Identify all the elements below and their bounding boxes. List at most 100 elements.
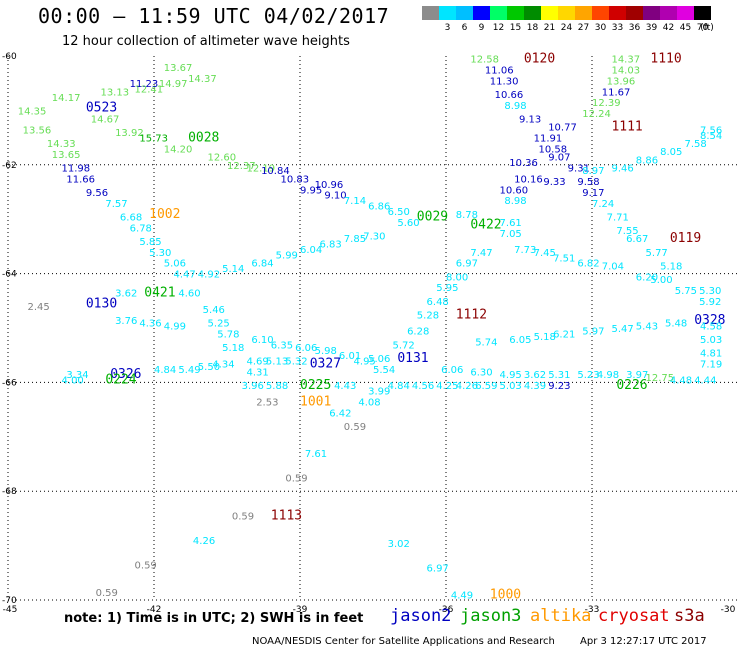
pass-time-label: 1112 <box>456 307 487 322</box>
wave-height-value: 7.30 <box>363 232 385 243</box>
wave-height-value: 5.25 <box>208 319 230 330</box>
pass-time-label: 0120 <box>524 52 555 67</box>
wave-height-value: 3.96 <box>242 381 264 392</box>
scale-swatch <box>422 6 439 20</box>
scale-tick-label: 3 <box>444 23 451 33</box>
scale-tick-label: 45 <box>679 23 692 33</box>
wave-height-value: 7.58 <box>684 139 706 150</box>
wave-height-value: 7.51 <box>553 253 575 264</box>
wave-height-value: 4.36 <box>139 319 161 330</box>
scale-swatch <box>473 6 490 20</box>
wave-height-value: 4.95 <box>500 370 522 381</box>
wave-height-value: 3.62 <box>115 289 137 300</box>
pass-time-label: 1113 <box>271 509 302 524</box>
wave-height-value: 5.30 <box>149 248 171 259</box>
wave-height-value: 6.68 <box>120 212 142 223</box>
scale-swatch <box>694 6 711 20</box>
wave-height-value: 7.47 <box>470 248 492 259</box>
wave-height-value: 10.83 <box>281 174 310 185</box>
wave-height-value: 6.50 <box>388 207 410 218</box>
wave-height-value: 4.49 <box>451 591 473 602</box>
wave-height-value: 13.96 <box>607 76 636 87</box>
scale-tick-label: 70 <box>696 23 709 33</box>
wave-height-value: 14.17 <box>52 93 81 104</box>
wave-height-value: 5.18 <box>534 332 556 343</box>
wave-height-value: 9.13 <box>519 115 541 126</box>
wave-height-value: 11.06 <box>485 66 514 77</box>
wave-height-value: 4.08 <box>358 397 380 408</box>
scale-tick-label: 21 <box>543 23 556 33</box>
pass-time-label: 0130 <box>86 297 117 312</box>
wave-height-value: 14.35 <box>18 106 47 117</box>
pass-time-label: 0421 <box>144 286 175 301</box>
wave-height-value: 2.45 <box>27 302 49 313</box>
pass-time-label: 0224 <box>105 373 136 388</box>
wave-height-value: 6.04 <box>300 245 322 256</box>
scale-tick-label: 15 <box>509 23 522 33</box>
scale-tick-label: 9 <box>478 23 485 33</box>
wave-height-value: 0.59 <box>96 588 118 599</box>
wave-height-value: 6.67 <box>626 234 648 245</box>
wave-height-value: 8.98 <box>504 196 526 207</box>
wave-height-value: 4.81 <box>700 348 722 359</box>
wave-height-value: 5.28 <box>417 310 439 321</box>
wave-height-value: 3.02 <box>388 539 410 550</box>
wave-height-value: 14.97 <box>159 79 188 90</box>
pass-time-label: 0523 <box>86 101 117 116</box>
wave-height-value: 4.58 <box>700 321 722 332</box>
wave-height-value: 14.20 <box>164 144 193 155</box>
pass-time-label: 0131 <box>397 351 428 366</box>
scale-swatch <box>456 6 473 20</box>
wave-height-value: 9.31 <box>568 164 590 175</box>
longitude-label: -30 <box>721 605 736 615</box>
wave-height-value: 6.84 <box>251 259 273 270</box>
latitude-labels: -60 -62 -64 -66 -68 -70 <box>2 52 17 606</box>
scale-tick-label: 33 <box>611 23 624 33</box>
wave-height-value: 10.84 <box>261 166 290 177</box>
wave-height-value: 6.97 <box>456 259 478 270</box>
scale-tick-label: 6 <box>461 23 468 33</box>
wave-height-value: 13.56 <box>23 125 52 136</box>
legend-cryosat: cryosat <box>598 606 670 626</box>
wave-height-value: 6.05 <box>509 335 531 346</box>
lat-lon-grid <box>7 56 738 601</box>
wave-height-value: 13.67 <box>164 63 193 74</box>
wave-height-value: 5.92 <box>699 297 721 308</box>
wave-height-value: 6.97 <box>427 563 449 574</box>
credit-line: NOAA/NESDIS Center for Satellite Applica… <box>252 636 555 647</box>
wave-height-value: 6.28 <box>407 327 429 338</box>
wave-height-value: 7.61 <box>500 218 522 229</box>
wave-height-value: 6.01 <box>339 351 361 362</box>
wave-height-value: 4.44 <box>694 376 716 387</box>
wave-height-value: 5.06 <box>164 259 186 270</box>
wave-height-value: 4.25 <box>436 381 458 392</box>
longitude-label: -36 <box>439 605 454 615</box>
wave-height-value: 7.57 <box>105 199 127 210</box>
wave-height-value: 12.19 <box>246 164 275 175</box>
wave-height-value: 5.95 <box>436 283 458 294</box>
wave-height-value: 11.91 <box>534 134 563 145</box>
wave-height-value: 10.77 <box>548 123 577 134</box>
wave-height-value: 6.35 <box>271 340 293 351</box>
wave-height-value: 5.88 <box>266 381 288 392</box>
legend-s3a: s3a <box>674 606 705 626</box>
wave-height-value: 9.46 <box>611 164 633 175</box>
wave-height-value: 5.06 <box>368 354 390 365</box>
scale-swatch <box>558 6 575 20</box>
longitude-label: -45 <box>3 605 18 615</box>
legend-altika: altika <box>530 606 592 626</box>
scale-tick-label: 39 <box>645 23 658 33</box>
wave-height-value: 6.06 <box>295 343 317 354</box>
wave-height-value: 5.54 <box>373 365 395 376</box>
wave-height-value: 15.73 <box>139 134 168 145</box>
scale-tick-label: 42 <box>662 23 675 33</box>
wave-height-value: 6.42 <box>329 408 351 419</box>
wave-height-value: 5.74 <box>475 338 497 349</box>
scale-swatch <box>575 6 592 20</box>
wave-height-value: 0.59 <box>232 512 254 523</box>
scale-swatch <box>507 6 524 20</box>
wave-height-value: 6.06 <box>441 365 463 376</box>
wave-height-value: 7.05 <box>500 229 522 240</box>
